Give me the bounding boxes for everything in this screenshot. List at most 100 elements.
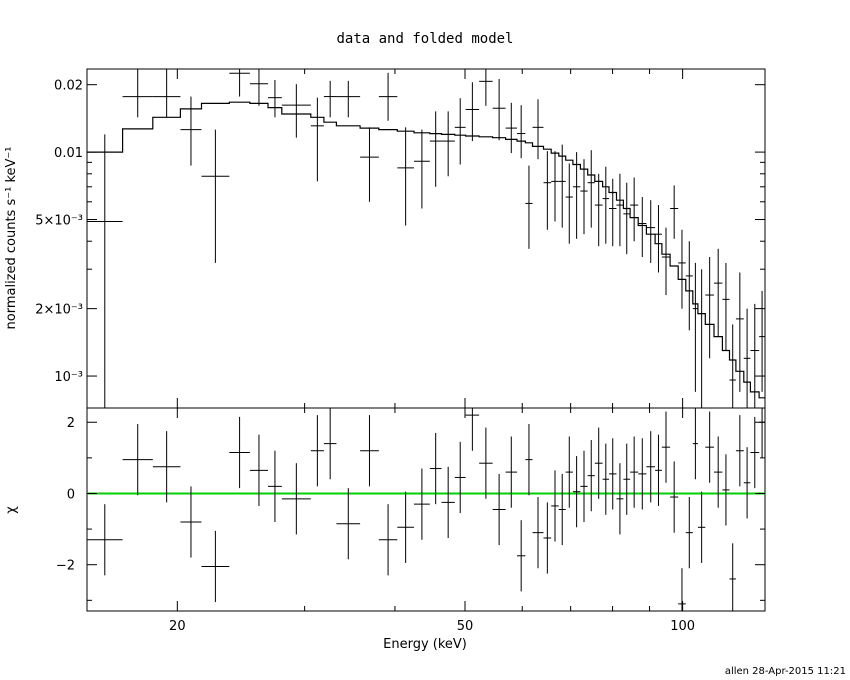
y-tick-label: 10⁻³: [54, 370, 83, 385]
data-point: [229, 69, 250, 97]
data-point: [152, 69, 181, 118]
data-point: [310, 97, 324, 182]
timestamp-stamp: allen 28-Apr-2015 11:21: [725, 666, 846, 677]
y-tick-label: 0: [67, 487, 75, 502]
residual-point: [678, 568, 686, 611]
residual-point: [551, 470, 559, 542]
residual-point: [543, 502, 552, 574]
data-point: [454, 98, 466, 165]
residual-panel-frame: [86, 407, 766, 612]
residual-point: [638, 438, 647, 510]
data-point: [525, 165, 533, 249]
data-point: [281, 84, 311, 138]
residual-point: [722, 454, 730, 526]
data-point: [268, 79, 282, 118]
y-tick-label: 0.01: [54, 146, 83, 161]
residual-point: [281, 463, 311, 535]
residual-point: [532, 497, 544, 569]
data-point: [661, 227, 671, 296]
y-tick-label: 5×10⁻³: [35, 214, 83, 229]
data-point: [505, 102, 517, 154]
residual-point: [750, 416, 760, 489]
data-point: [735, 272, 744, 392]
model-layer: [87, 101, 765, 399]
data-point: [609, 178, 617, 247]
data-point: [479, 69, 493, 106]
data-point: [360, 127, 379, 202]
y-tick-label: −2: [56, 559, 75, 574]
residual-point: [454, 441, 466, 514]
data-point: [413, 129, 430, 209]
data-point: [616, 173, 624, 247]
residual-point: [759, 408, 765, 458]
residual-point: [122, 424, 153, 496]
residual-point: [152, 431, 181, 503]
data-point: [323, 80, 337, 118]
data-point: [713, 248, 723, 337]
residual-point: [558, 473, 566, 546]
residual-point: [441, 466, 455, 538]
data-point: [201, 129, 230, 263]
residual-point: [743, 447, 751, 519]
residual-point: [565, 436, 573, 508]
residual-point: [729, 543, 736, 611]
data-point: [722, 262, 730, 351]
data-point: [429, 111, 442, 187]
residual-point: [670, 461, 679, 533]
data-point: [87, 134, 123, 408]
residual-point: [465, 408, 480, 451]
residual-point: [623, 443, 631, 515]
residual-point: [630, 436, 639, 508]
data-point: [587, 150, 595, 228]
x-tick-label: 50: [457, 619, 474, 634]
y-axis-ticks-bottom: 2 0 −2: [56, 416, 765, 601]
residual-point: [735, 415, 744, 487]
data-point: [638, 197, 647, 258]
residual-point: [360, 415, 379, 487]
data-point: [692, 262, 698, 392]
model-step-line: [87, 101, 765, 399]
data-point: [646, 200, 656, 263]
x-tick-label: 100: [670, 619, 695, 634]
residual-point: [655, 434, 662, 506]
y-axis-ticks: 0.02 0.01 5×10⁻³ 2×10⁻³ 10⁻³: [35, 79, 765, 385]
residual-point: [249, 434, 269, 506]
data-point: [750, 303, 760, 408]
data-point: [623, 182, 631, 255]
data-point: [378, 72, 398, 121]
residual-point: [87, 504, 123, 576]
data-point: [516, 105, 526, 159]
residual-point: [572, 456, 581, 528]
data-point: [465, 82, 480, 142]
residual-point: [587, 440, 595, 512]
residual-point: [492, 473, 506, 546]
residual-point: [697, 491, 706, 563]
residual-point: [516, 520, 526, 592]
residual-point: [525, 424, 533, 496]
residual-point: [685, 497, 693, 569]
data-point: [759, 290, 765, 392]
y-tick-label: 2: [67, 416, 75, 431]
data-layer: [87, 69, 765, 408]
spectrum-panel: 0.02 0.01 5×10⁻³ 2×10⁻³ 10⁻³ normalized coun…: [4, 68, 766, 409]
residual-point: [616, 463, 624, 535]
spectrum-panel-frame: [86, 68, 766, 409]
data-point: [670, 185, 679, 239]
residual-point: [705, 411, 714, 483]
residual-point: [594, 427, 603, 499]
data-point: [492, 79, 506, 141]
data-point: [594, 173, 603, 247]
data-point: [336, 80, 361, 118]
residual-point: [323, 408, 337, 480]
data-point: [551, 151, 559, 222]
y-axis-label-bottom: χ: [4, 506, 19, 514]
x-axis-ticks: 20 50 100: [169, 408, 695, 634]
y-axis-label-top: normalized counts s⁻¹ keV⁻¹: [4, 147, 19, 330]
residual-point: [229, 416, 250, 489]
x-tick-label: 20: [169, 619, 186, 634]
residual-point: [646, 431, 656, 503]
residual-point: [692, 408, 698, 480]
data-point: [558, 144, 566, 228]
data-point: [122, 69, 153, 118]
